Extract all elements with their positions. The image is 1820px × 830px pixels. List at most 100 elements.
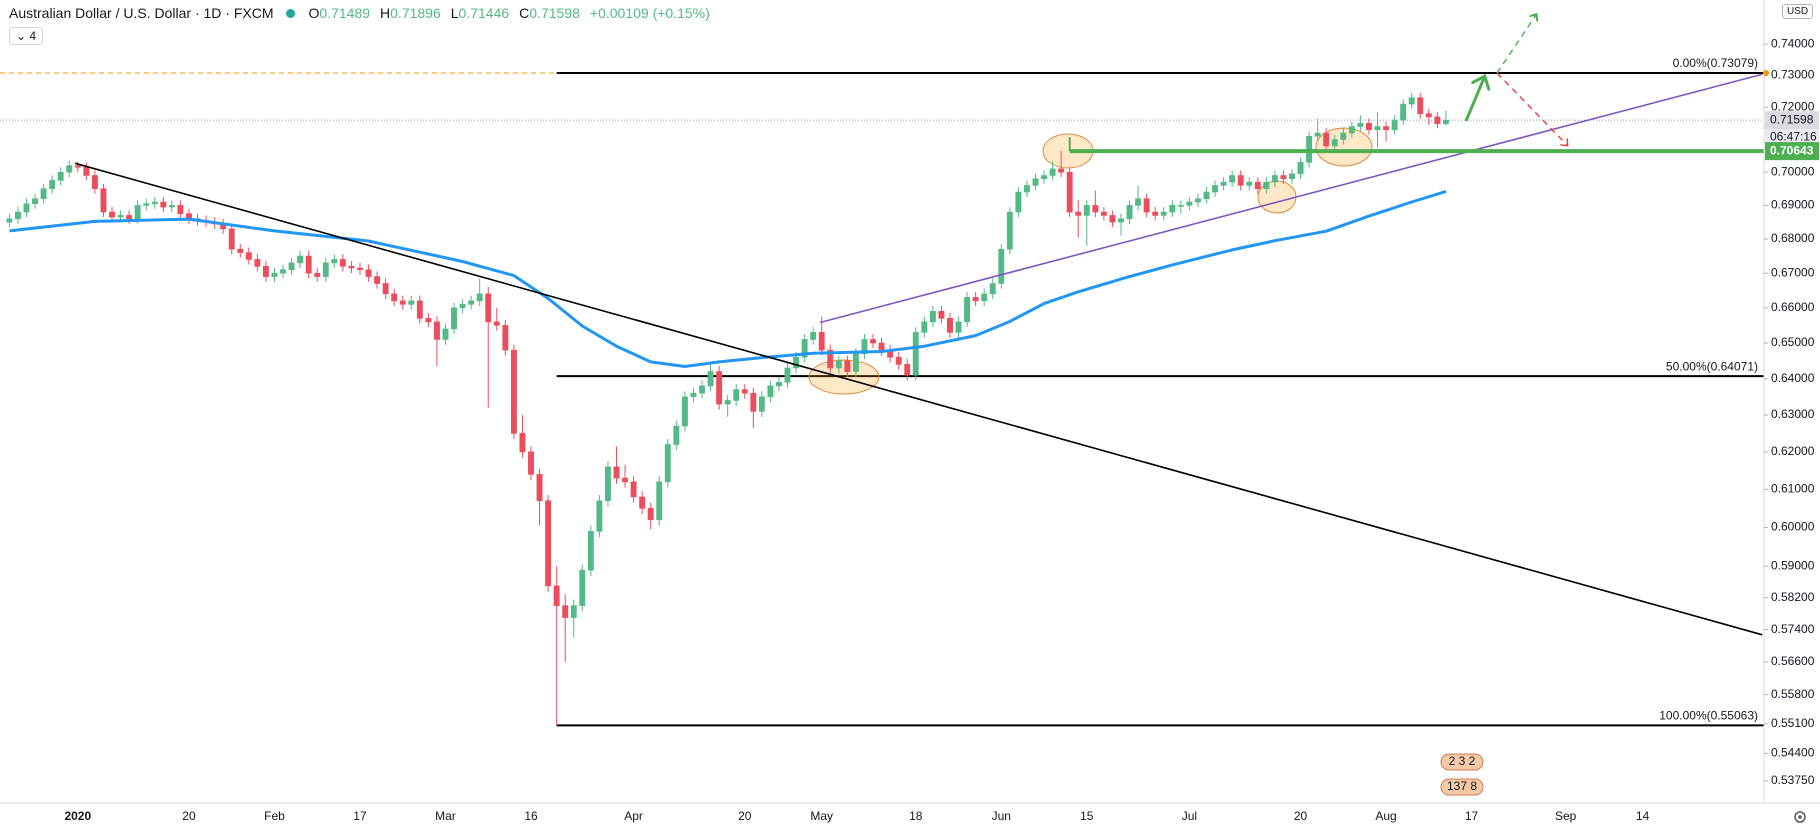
visibility-icon[interactable] <box>285 8 295 18</box>
y-tick-label: 0.61000 <box>1771 482 1815 496</box>
y-tick-label: 0.63000 <box>1771 407 1815 421</box>
candle-body <box>1417 97 1424 114</box>
candle-body <box>776 382 782 387</box>
candle-body <box>784 367 791 383</box>
ohlc-value: 0.71489 <box>319 5 371 21</box>
y-tick-label: 0.70000 <box>1771 164 1815 178</box>
candle-body <box>1340 132 1347 140</box>
candle-body <box>331 259 338 264</box>
y-tick-label: 0.64000 <box>1771 371 1815 385</box>
candle-body <box>57 171 64 181</box>
candle-body <box>433 321 440 340</box>
ohlc-label: O <box>308 5 320 21</box>
candle-body <box>716 371 723 405</box>
candle-body <box>1023 185 1030 193</box>
y-tick-label: 0.72000 <box>1771 99 1815 113</box>
candle-body <box>40 188 47 199</box>
candle-body <box>1177 205 1184 207</box>
ohlc-value: 0.71598 <box>529 5 580 21</box>
y-tick-label: 0.62000 <box>1771 444 1815 458</box>
candle-body <box>1212 185 1218 193</box>
candle-body <box>938 311 945 319</box>
y-tick-label: 0.56600 <box>1771 654 1815 668</box>
x-tick-label: Mar <box>435 809 456 823</box>
candle-body <box>1323 132 1330 147</box>
candle-body <box>288 262 295 271</box>
y-tick-label: 0.58200 <box>1771 590 1815 604</box>
candle-body <box>955 321 962 333</box>
candle-body <box>647 508 654 521</box>
candle-body <box>750 392 757 412</box>
support-label: 0.70643 <box>1770 143 1814 157</box>
candle-body <box>844 360 851 372</box>
candle-body <box>758 396 765 412</box>
event-badge <box>1440 753 1484 771</box>
x-tick-label: Jul <box>1182 809 1197 823</box>
candle-body <box>1229 175 1236 183</box>
candle-body <box>1015 191 1022 213</box>
candle-body <box>681 396 688 427</box>
candle-body <box>49 180 56 190</box>
candle-body <box>1280 175 1287 180</box>
highlight-ellipse <box>808 359 880 395</box>
x-tick-label: 20 <box>182 809 196 823</box>
candle-body <box>382 283 389 295</box>
candle-body <box>622 477 629 483</box>
symbol: Australian Dollar / U.S. Dollar · 1D · F… <box>9 5 274 21</box>
event-badge <box>1440 778 1484 796</box>
indicator-toggle[interactable]: ⌄ 4 <box>9 27 44 45</box>
currency-label[interactable]: USD <box>1782 4 1814 19</box>
candle-body <box>451 307 457 330</box>
support-box <box>1765 142 1819 161</box>
x-tick-label: 17 <box>353 809 367 823</box>
candle-body <box>1109 215 1116 223</box>
candle-body <box>827 349 834 369</box>
candle-body <box>262 265 269 277</box>
y-tick-label: 0.69000 <box>1771 198 1815 212</box>
annotations <box>808 127 1373 395</box>
candle-body <box>1425 113 1432 118</box>
candle-body <box>493 321 500 326</box>
y-tick-label: 0.66000 <box>1771 300 1815 314</box>
candle-body <box>399 300 406 305</box>
countdown-box <box>1765 129 1819 146</box>
x-tick-label: Sep <box>1555 809 1577 823</box>
bull-arrow <box>1464 78 1484 122</box>
candle-body <box>673 425 680 445</box>
candle-body <box>305 255 312 274</box>
candle-body <box>91 175 98 190</box>
candle-body <box>972 297 979 302</box>
candle-body <box>1203 191 1210 199</box>
x-tick-label: 20 <box>1294 809 1308 823</box>
candle-body <box>485 293 492 323</box>
candle-body <box>83 166 90 176</box>
pullback-arrow <box>1496 72 1567 145</box>
y-tick-label: 0.65000 <box>1771 335 1815 349</box>
candle-body <box>741 389 748 394</box>
candle-body <box>690 392 697 398</box>
trendline <box>75 162 1763 636</box>
candle-body <box>237 248 244 253</box>
countdown: 06:47:16 <box>1770 129 1817 143</box>
candle-body <box>1289 173 1295 180</box>
fib-label: 0.00%(0.73079) <box>1673 56 1758 70</box>
candle-body <box>1152 211 1159 216</box>
candle-body <box>151 201 158 204</box>
settings-icon[interactable] <box>1794 811 1806 823</box>
candle-body <box>1357 123 1364 127</box>
alert-marker <box>1763 69 1769 76</box>
y-tick-label: 0.57400 <box>1771 622 1815 636</box>
candle-body <box>1186 201 1193 206</box>
candle-body <box>168 205 175 208</box>
candle-body <box>254 259 261 267</box>
candle-body <box>502 325 509 351</box>
event-count: 2 3 2 <box>1449 754 1476 768</box>
candle-body <box>596 500 603 532</box>
candle-body <box>639 496 646 509</box>
y-tick-label: 0.53750 <box>1771 773 1815 787</box>
x-tick-label: May <box>810 809 833 823</box>
x-tick-label: 14 <box>1636 809 1650 823</box>
